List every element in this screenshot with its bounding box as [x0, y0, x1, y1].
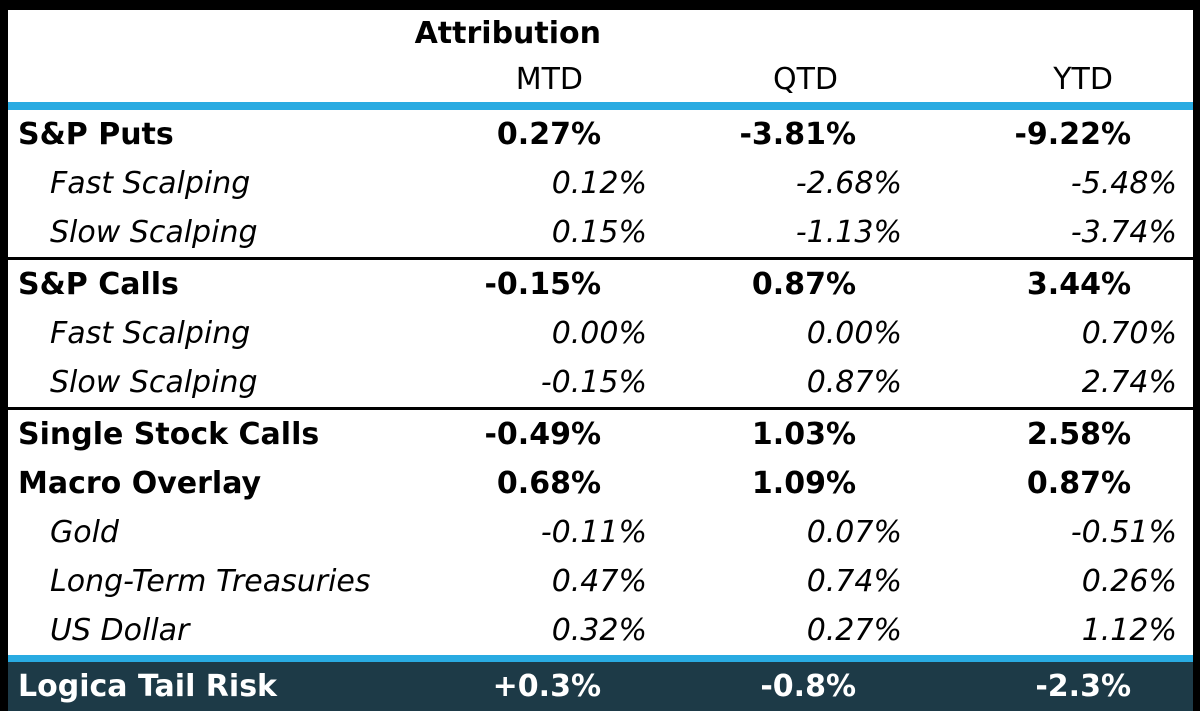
row-label: Long-Term Treasuries [50, 563, 371, 599]
column-header-qtd: QTD [772, 62, 838, 97]
table-row-single-stock-calls: Single Stock Calls -0.49% 1.03% 2.58% [8, 410, 1193, 459]
row-label: Slow Scalping [50, 214, 258, 250]
mtd-value: 0.00% [551, 315, 647, 351]
mtd-value: -0.15% [484, 266, 601, 302]
mtd-value: 0.32% [551, 612, 647, 648]
table-title: Attribution [414, 16, 601, 51]
mtd-value: 0.27% [496, 116, 601, 152]
column-header-mtd: MTD [515, 62, 583, 97]
qtd-value: 0.87% [806, 364, 902, 400]
total-ytd-value: -2.3% [1035, 668, 1131, 704]
ytd-value: 2.74% [1081, 364, 1177, 400]
ytd-value: 3.44% [1026, 266, 1131, 302]
qtd-value: 0.74% [806, 563, 902, 599]
table-row-sp-puts: S&P Puts 0.27% -3.81% -9.22% [8, 110, 1193, 159]
qtd-value: -3.81% [739, 116, 856, 152]
total-accent-line [8, 655, 1193, 662]
row-label: Macro Overlay [18, 465, 262, 501]
row-label: Fast Scalping [50, 315, 251, 351]
qtd-value: 1.09% [751, 465, 856, 501]
mtd-value: -0.15% [540, 364, 647, 400]
qtd-value: 0.27% [806, 612, 902, 648]
table-row-slow-scalping-calls: Slow Scalping -0.15% 0.87% 2.74% [8, 358, 1193, 407]
column-header-row: MTD QTD YTD [8, 58, 1193, 102]
qtd-value: 0.07% [806, 514, 902, 550]
table-row-macro-overlay: Macro Overlay 0.68% 1.09% 0.87% [8, 459, 1193, 508]
row-label: Gold [50, 514, 119, 550]
ytd-value: -3.74% [1070, 214, 1177, 250]
qtd-value: 0.00% [806, 315, 902, 351]
row-label: Slow Scalping [50, 364, 258, 400]
qtd-value: 0.87% [751, 266, 856, 302]
table-row-us-dollar: US Dollar 0.32% 0.27% 1.12% [8, 606, 1193, 655]
header-accent-line [8, 102, 1193, 110]
table-row-gold: Gold -0.11% 0.07% -0.51% [8, 508, 1193, 557]
table-row-fast-scalping-calls: Fast Scalping 0.00% 0.00% 0.70% [8, 309, 1193, 358]
ytd-value: -9.22% [1014, 116, 1131, 152]
mtd-value: -0.11% [540, 514, 647, 550]
mtd-value: 0.12% [551, 165, 647, 201]
row-label: S&P Calls [18, 266, 179, 302]
ytd-value: 1.12% [1081, 612, 1177, 648]
ytd-value: -0.51% [1070, 514, 1177, 550]
ytd-value: 0.26% [1081, 563, 1177, 599]
ytd-value: -5.48% [1070, 165, 1177, 201]
qtd-value: 1.03% [751, 416, 856, 452]
section-divider-line [8, 257, 1193, 260]
row-label: Fast Scalping [50, 165, 251, 201]
mtd-value: 0.15% [551, 214, 647, 250]
table-row-fast-scalping-puts: Fast Scalping 0.12% -2.68% -5.48% [8, 159, 1193, 208]
ytd-value: 2.58% [1026, 416, 1131, 452]
title-row: Attribution [8, 10, 1193, 58]
table-row-long-term-treasuries: Long-Term Treasuries 0.47% 0.74% 0.26% [8, 557, 1193, 606]
mtd-value: -0.49% [484, 416, 601, 452]
qtd-value: -1.13% [795, 214, 902, 250]
total-mtd-value: +0.3% [492, 668, 601, 704]
mtd-value: 0.47% [551, 563, 647, 599]
table-row-slow-scalping-puts: Slow Scalping 0.15% -1.13% -3.74% [8, 208, 1193, 257]
mtd-value: 0.68% [496, 465, 601, 501]
table-row-total-logica-tail-risk: Logica Tail Risk +0.3% -0.8% -2.3% [8, 662, 1193, 711]
qtd-value: -2.68% [795, 165, 902, 201]
column-header-ytd: YTD [1053, 62, 1113, 97]
row-label: Single Stock Calls [18, 416, 320, 452]
ytd-value: 0.70% [1081, 315, 1177, 351]
total-row-label: Logica Tail Risk [18, 668, 277, 704]
section-divider-line [8, 407, 1193, 410]
total-qtd-value: -0.8% [760, 668, 856, 704]
table-row-sp-calls: S&P Calls -0.15% 0.87% 3.44% [8, 260, 1193, 309]
row-label: US Dollar [50, 612, 190, 648]
row-label: S&P Puts [18, 116, 174, 152]
ytd-value: 0.87% [1026, 465, 1131, 501]
